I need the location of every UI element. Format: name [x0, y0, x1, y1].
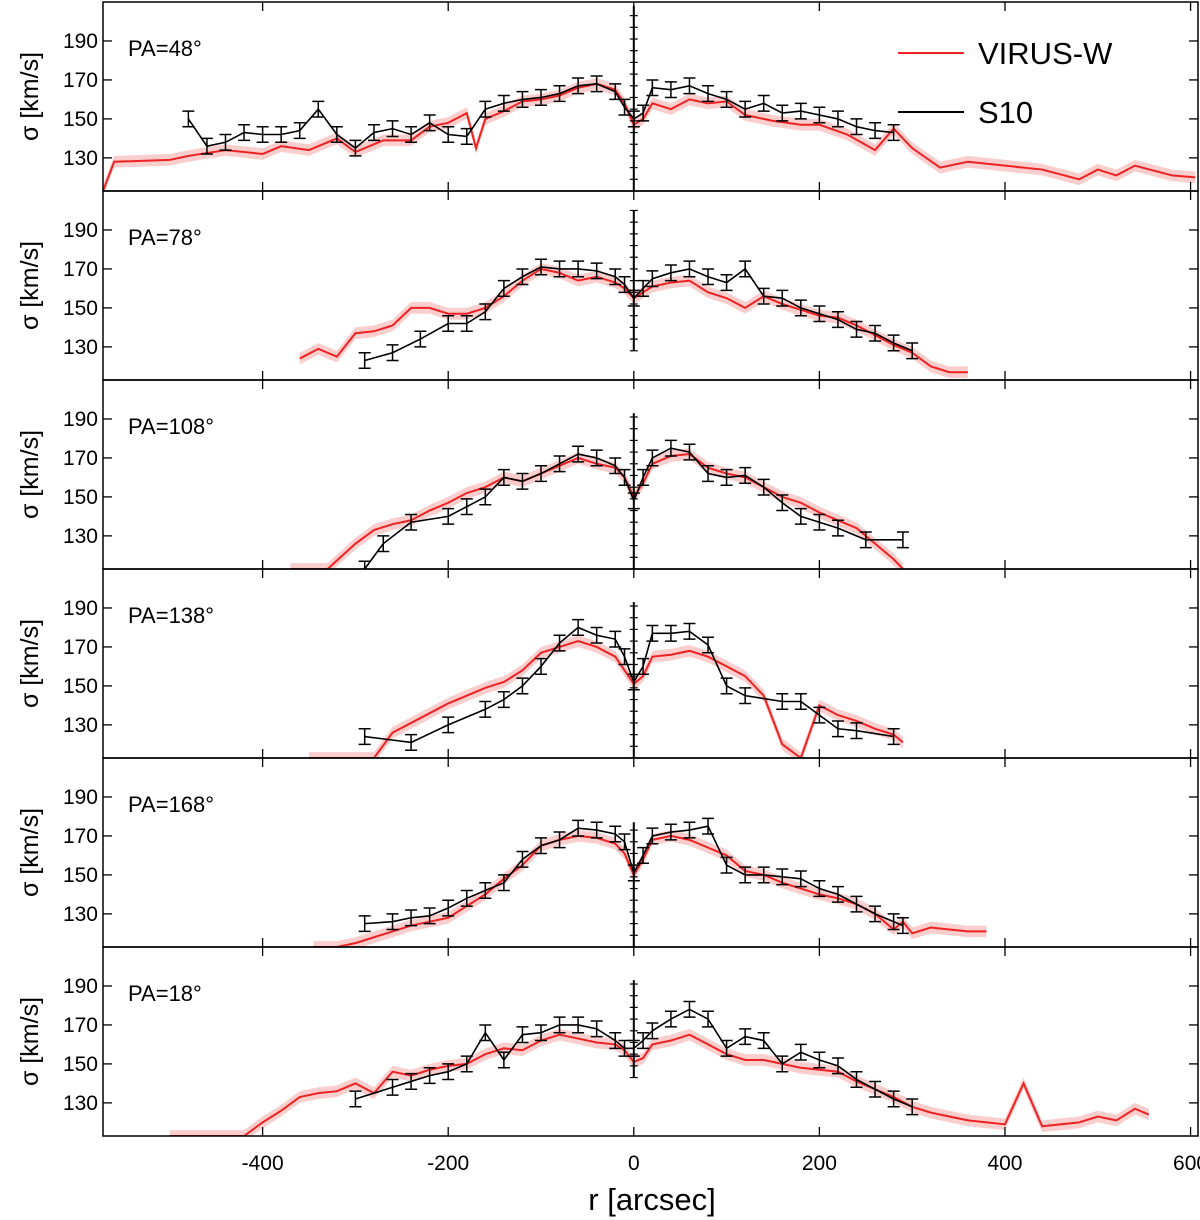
y-tick-label: 150: [63, 675, 98, 698]
panel-6: 130 150 170 190 σ [km/s] PA=18°: [16, 946, 1199, 1137]
y-tick-label: 190: [63, 786, 98, 809]
y-axis-label: σ [km/s]: [16, 52, 44, 141]
s10-series-line: [187, 83, 894, 150]
s10-error-bar: [358, 560, 371, 569]
y-tick-label: 150: [63, 297, 98, 320]
s10-error-bars: [358, 258, 919, 370]
x-tick-label: 600: [1173, 1152, 1200, 1175]
y-tick-label: 130: [63, 1092, 98, 1115]
s10-error-bar: [896, 917, 909, 935]
y-tick-label: 190: [63, 975, 98, 998]
panel-3: 130 150 170 190 σ [km/s] PA=108°: [16, 379, 1199, 570]
virusw-error-band: [309, 635, 903, 758]
s10-error-bar: [906, 1098, 919, 1116]
legend-label-virusw: VIRUS-W: [978, 36, 1113, 71]
s10-series-line: [364, 626, 894, 744]
legend-label-s10: S10: [978, 95, 1033, 130]
y-axis-label: σ [km/s]: [16, 997, 44, 1086]
s10-error-bar: [358, 915, 371, 933]
s10-series-line: [364, 266, 913, 362]
y-tick-label: 130: [63, 525, 98, 548]
plot-area: [290, 413, 909, 569]
x-tick-label: 400: [987, 1152, 1022, 1175]
plot-area: [313, 817, 987, 947]
panel-4: 130 150 170 190 σ [km/s] PA=138°: [16, 568, 1199, 759]
panel-label: PA=138°: [128, 603, 214, 628]
y-tick-label: 170: [63, 69, 98, 92]
s10-error-bar: [358, 351, 371, 370]
panel-label: PA=168°: [128, 792, 214, 817]
s10-series-line: [355, 1008, 913, 1108]
s10-error-bar: [182, 110, 195, 128]
virusw-series-line: [313, 834, 987, 947]
y-tick-label: 170: [63, 825, 98, 848]
plot-area: [169, 980, 1150, 1136]
panel-frame: [102, 1, 1199, 192]
x-tick-label: 0: [628, 1152, 640, 1175]
y-tick-label: 150: [63, 864, 98, 887]
virusw-error-band: [313, 830, 987, 947]
panel-label: PA=108°: [128, 414, 214, 439]
virusw-error-band: [290, 448, 903, 569]
y-tick-label: 130: [63, 903, 98, 926]
y-tick-label: 150: [63, 108, 98, 131]
panel-frame: [102, 379, 1199, 570]
s10-error-bars: [358, 618, 900, 751]
y-tick-label: 130: [63, 714, 98, 737]
panel-label: PA=18°: [128, 981, 202, 1006]
y-axis-label: σ [km/s]: [16, 619, 44, 708]
y-tick-label: 190: [63, 597, 98, 620]
panel-label: PA=78°: [128, 225, 202, 250]
virusw-error-band: [299, 263, 968, 379]
panel-5: 130 150 170 190 σ [km/s] PA=168°: [16, 757, 1199, 948]
panel-frame: [102, 946, 1199, 1137]
y-tick-label: 170: [63, 636, 98, 659]
virusw-series-line: [169, 1033, 1150, 1136]
y-tick-label: 130: [63, 147, 98, 170]
virusw-error-band: [103, 77, 1196, 191]
legend: VIRUS-W S10: [898, 36, 1113, 130]
panels: 130 150 170 190 σ [km/s] PA=48° 130 150 170 190 σ …: [16, 1, 1199, 1137]
x-axis-label: r [arcsec]: [588, 1182, 715, 1217]
y-tick-label: 150: [63, 486, 98, 509]
y-tick-label: 150: [63, 1053, 98, 1076]
y-tick-label: 130: [63, 336, 98, 359]
y-axis-label: σ [km/s]: [16, 808, 44, 897]
virusw-series-line: [309, 640, 904, 758]
plot-area: [299, 209, 968, 379]
s10-error-bar: [358, 728, 371, 746]
s10-series-line: [364, 825, 904, 927]
plot-area: [309, 602, 904, 758]
panel-label: PA=48°: [128, 36, 202, 61]
plot-area: [103, 5, 1196, 191]
y-tick-label: 190: [63, 408, 98, 431]
x-tick-label: -400: [242, 1152, 284, 1175]
panel-2: 130 150 170 190 σ [km/s] PA=78°: [16, 190, 1199, 381]
y-axis-label: σ [km/s]: [16, 241, 44, 330]
y-tick-label: 190: [63, 219, 98, 242]
y-tick-label: 170: [63, 447, 98, 470]
y-tick-label: 170: [63, 1014, 98, 1037]
x-tick-label: 200: [802, 1152, 837, 1175]
x-axis: -400 -200 0 200 400 600: [242, 1152, 1200, 1175]
panel-frame: [102, 757, 1199, 948]
y-tick-label: 190: [63, 30, 98, 53]
y-tick-label: 170: [63, 258, 98, 281]
x-tick-label: -200: [427, 1152, 469, 1175]
s10-error-bar: [896, 531, 909, 549]
y-axis-label: σ [km/s]: [16, 430, 44, 519]
